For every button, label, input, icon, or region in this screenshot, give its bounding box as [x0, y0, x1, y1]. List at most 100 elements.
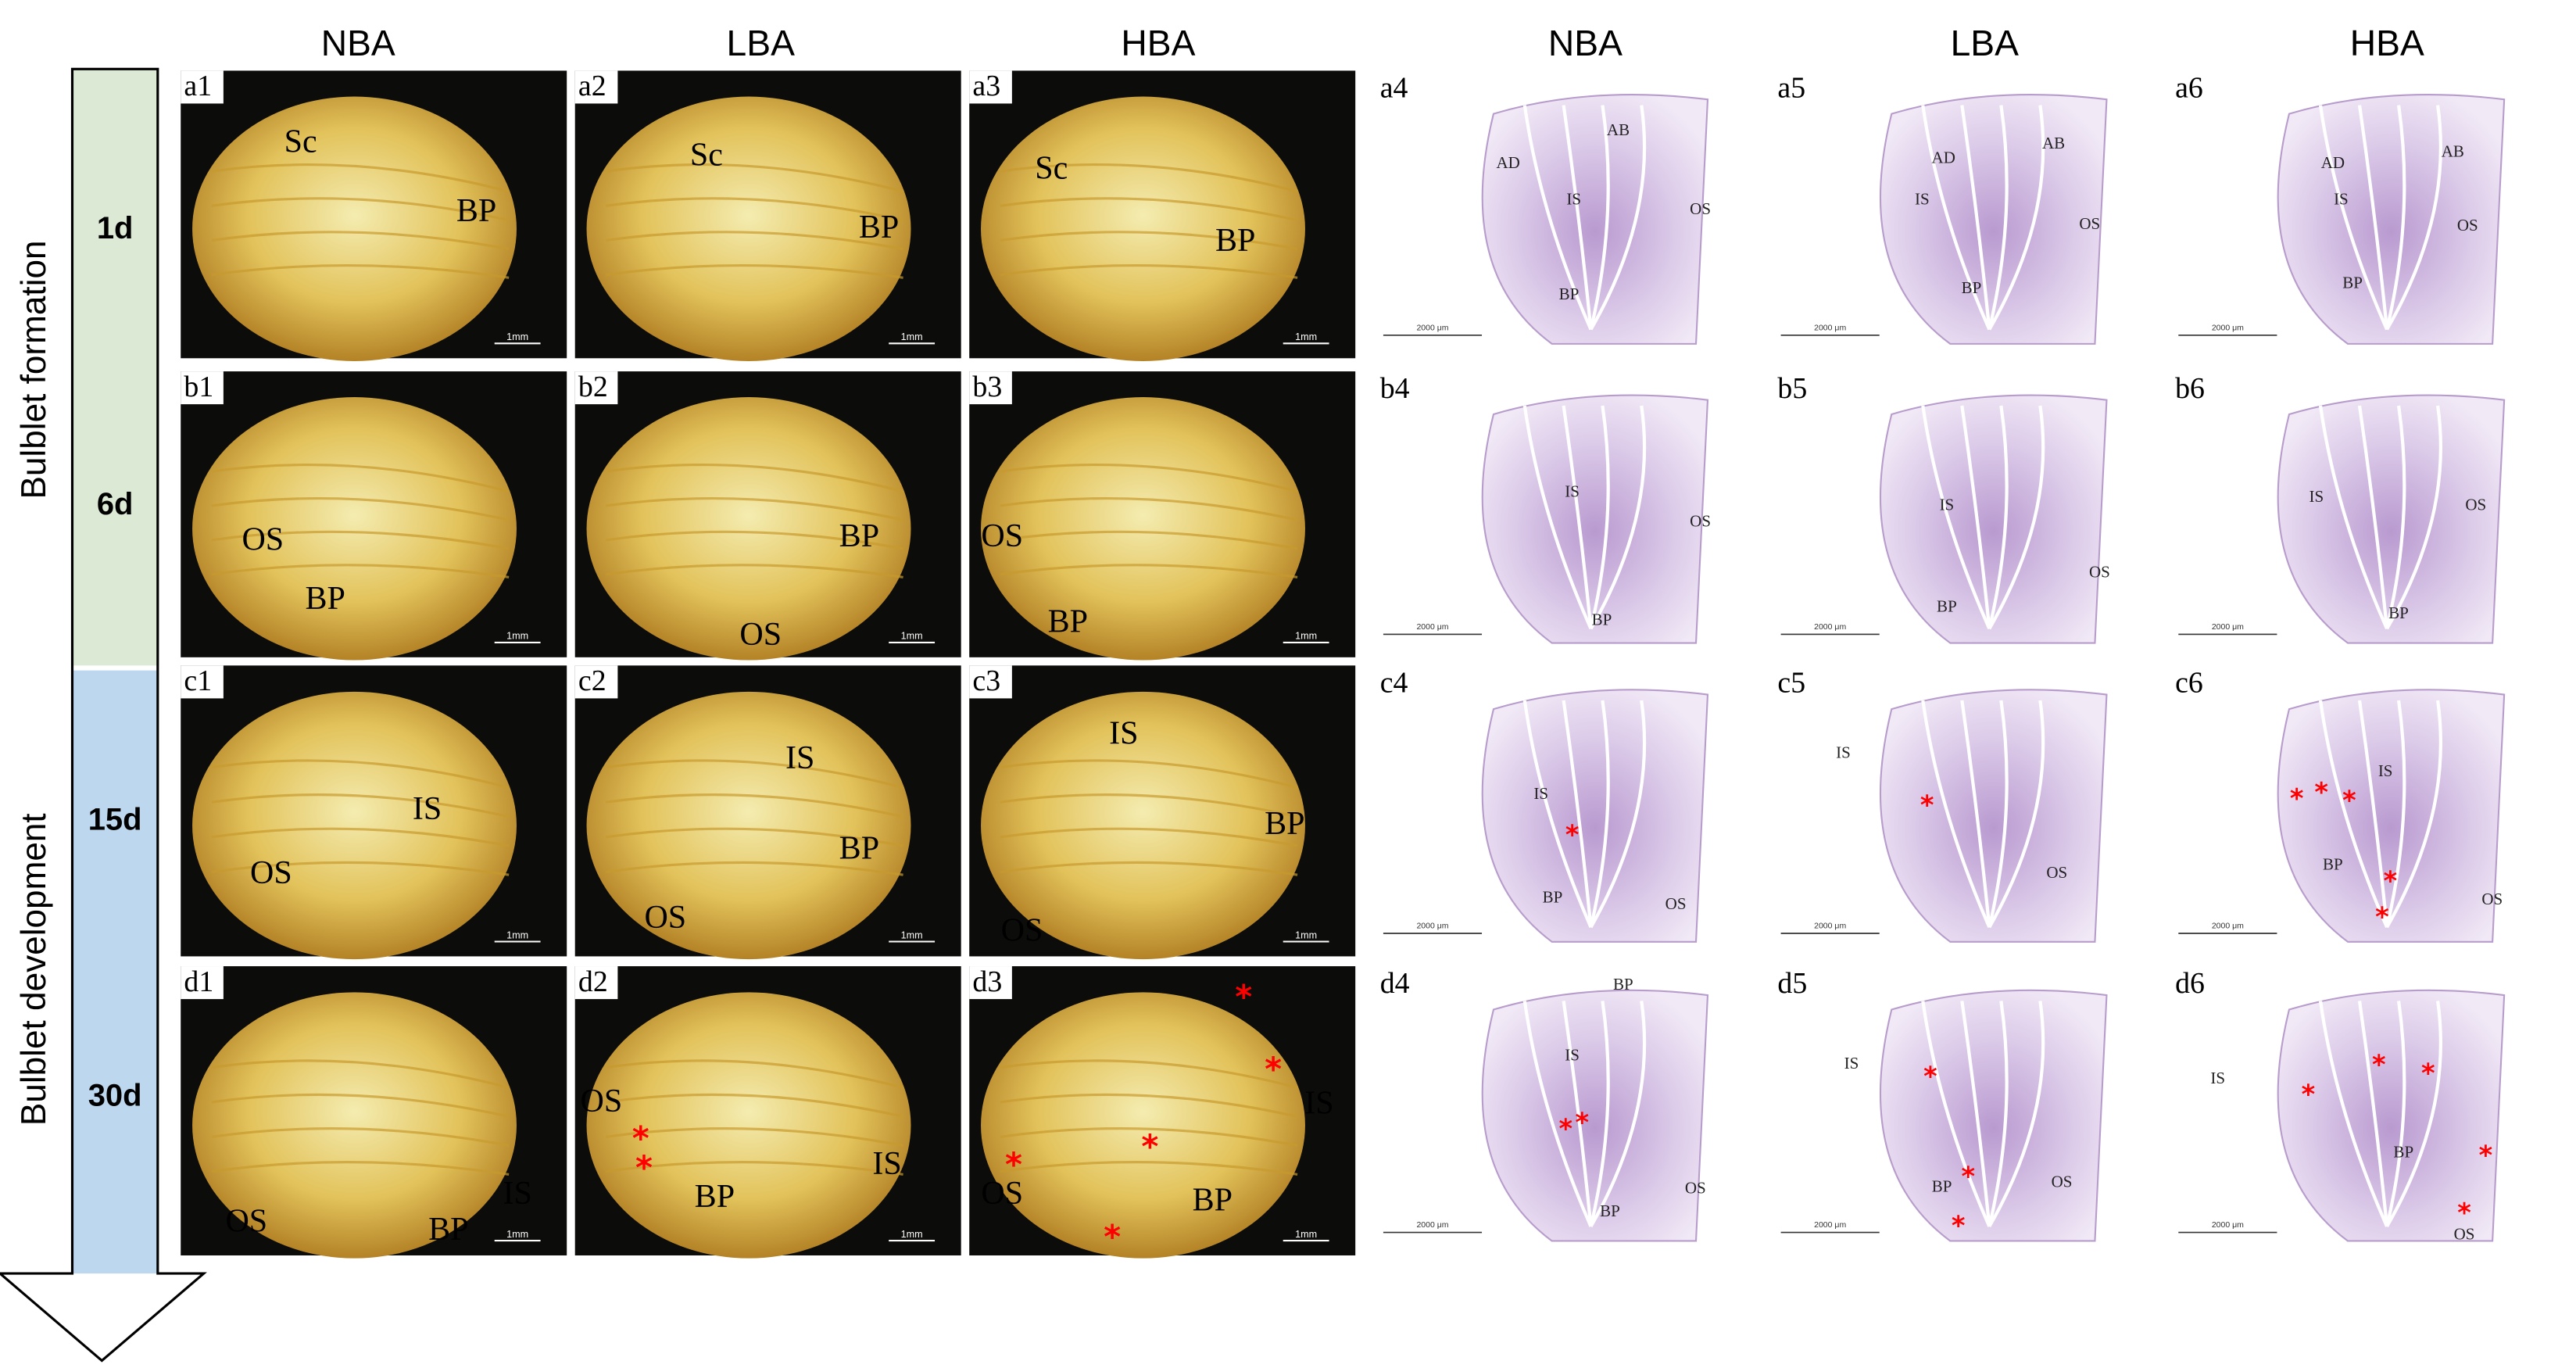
scale-bar-label: 1mm: [901, 331, 923, 342]
column-header: HBA: [1121, 23, 1195, 63]
scale-outline: [1589, 700, 1610, 928]
panel: c3 1mm IS BP OS: [969, 664, 1356, 960]
structure-label: IS: [1565, 1045, 1580, 1064]
scale-outline: [2385, 1001, 2406, 1227]
bulb-scale: [192, 96, 517, 361]
panel-label: a5: [1777, 71, 1805, 104]
scale-outline: [1589, 1001, 1610, 1227]
structure-label: OS: [2481, 890, 2503, 908]
scale-outline: [1562, 405, 1593, 629]
structure-label: OS: [1690, 511, 1711, 530]
panel-label: b1: [184, 371, 213, 403]
panel: a3 1mm Sc BP: [969, 70, 1356, 361]
scale-outline: [1960, 105, 1991, 330]
asterisk: *: [1575, 1107, 1589, 1137]
asterisk: *: [1558, 1114, 1572, 1144]
panel-label-box: [969, 70, 1012, 104]
structure-label: IS: [503, 1176, 531, 1212]
tissue-section: [1880, 94, 2108, 345]
scale-layer: [606, 264, 903, 279]
scale-bar-label: 2000 μm: [1416, 622, 1448, 632]
asterisk: *: [2479, 1140, 2493, 1170]
scale-layer: [1000, 497, 1298, 521]
scale-bar-label: 1mm: [1295, 331, 1317, 342]
asterisk: *: [2384, 865, 2398, 896]
scale-layer: [606, 464, 903, 493]
scale-layer: [606, 163, 903, 193]
scale-outline: [2318, 105, 2388, 331]
structure-label: OS: [739, 617, 782, 653]
scale-layer: [211, 231, 510, 251]
panel-label: a3: [972, 70, 1000, 102]
panel-label: c1: [184, 664, 212, 697]
scale-outline: [1589, 105, 1610, 330]
scale-layer: [1000, 793, 1298, 818]
scale-layer: [211, 163, 510, 193]
scale-bar-label: 1mm: [901, 1229, 923, 1240]
scale-layer: [606, 197, 903, 222]
structure-label: BP: [2393, 1142, 2413, 1161]
tissue-section: [2277, 689, 2506, 943]
asterisk: *: [2302, 1080, 2316, 1110]
scale-outline: [2357, 405, 2389, 629]
structure-label: IS: [2378, 761, 2393, 780]
column-header: LBA: [1951, 23, 2020, 63]
scale-bar-label: 2000 μm: [1814, 622, 1846, 632]
panel-label: d6: [2175, 967, 2205, 1000]
scale-layer: [606, 1059, 903, 1089]
panel: b4 2000 μm IS OS BP: [1376, 371, 1766, 657]
scale-outline: [1562, 700, 1593, 928]
scale-outline: [2357, 700, 2389, 928]
panel-label: d4: [1380, 967, 1410, 1000]
scale-layer: [1000, 759, 1298, 790]
structure-label: OS: [981, 518, 1023, 554]
scale-outline: [1921, 700, 1991, 929]
scale-bar-label: 1mm: [506, 929, 528, 940]
panel-label-box: [574, 966, 618, 1000]
scale-layer: [606, 827, 903, 847]
scale-layer: [606, 231, 903, 251]
scale-layer: [211, 1127, 510, 1147]
scale-outline: [1987, 700, 2009, 928]
asterisk: *: [632, 1119, 649, 1157]
bulb-scale: [586, 397, 911, 661]
scale-layer: [1000, 464, 1298, 493]
structure-label: IS: [1109, 715, 1138, 751]
scale-outline: [1987, 105, 2045, 331]
scale-layer: [211, 1093, 510, 1118]
scale-layer: [1000, 861, 1298, 876]
scale-bar-label: 2000 μm: [1814, 324, 1846, 333]
scale-outline: [1589, 405, 1647, 630]
structure-label: OS: [242, 521, 284, 557]
scale-bar-label: 1mm: [901, 929, 923, 940]
scale-bar-label: 1mm: [1295, 631, 1317, 642]
scale-outline: [1921, 105, 1991, 331]
scale-outline: [1987, 105, 2009, 330]
scale-outline: [2385, 105, 2406, 330]
structure-label: AD: [1496, 153, 1519, 172]
structure-label: OS: [2457, 216, 2478, 235]
scale-bar-label: 1mm: [901, 631, 923, 642]
panel: c2 1mm IS BP OS: [574, 664, 961, 960]
bulb-scale: [586, 691, 911, 960]
scale-outline: [2385, 105, 2442, 331]
structure-label: AB: [2442, 141, 2464, 160]
structure-label: OS: [2089, 562, 2110, 581]
panel-label: b4: [1380, 372, 1410, 405]
scale-layer: [211, 1161, 510, 1176]
scale-outline: [2318, 1001, 2388, 1227]
scale-outline: [1987, 1001, 2009, 1227]
structure-label: BP: [1592, 610, 1612, 628]
structure-label: BP: [859, 209, 899, 245]
structure-label: IS: [1915, 189, 1930, 208]
scale-outline: [1987, 1001, 2045, 1228]
panel-label: a4: [1380, 71, 1408, 104]
asterisk: *: [1565, 819, 1580, 850]
structure-label: AD: [2321, 153, 2345, 172]
scale-layer: [211, 464, 510, 493]
panel: b5 2000 μm IS OS BP: [1774, 371, 2166, 657]
